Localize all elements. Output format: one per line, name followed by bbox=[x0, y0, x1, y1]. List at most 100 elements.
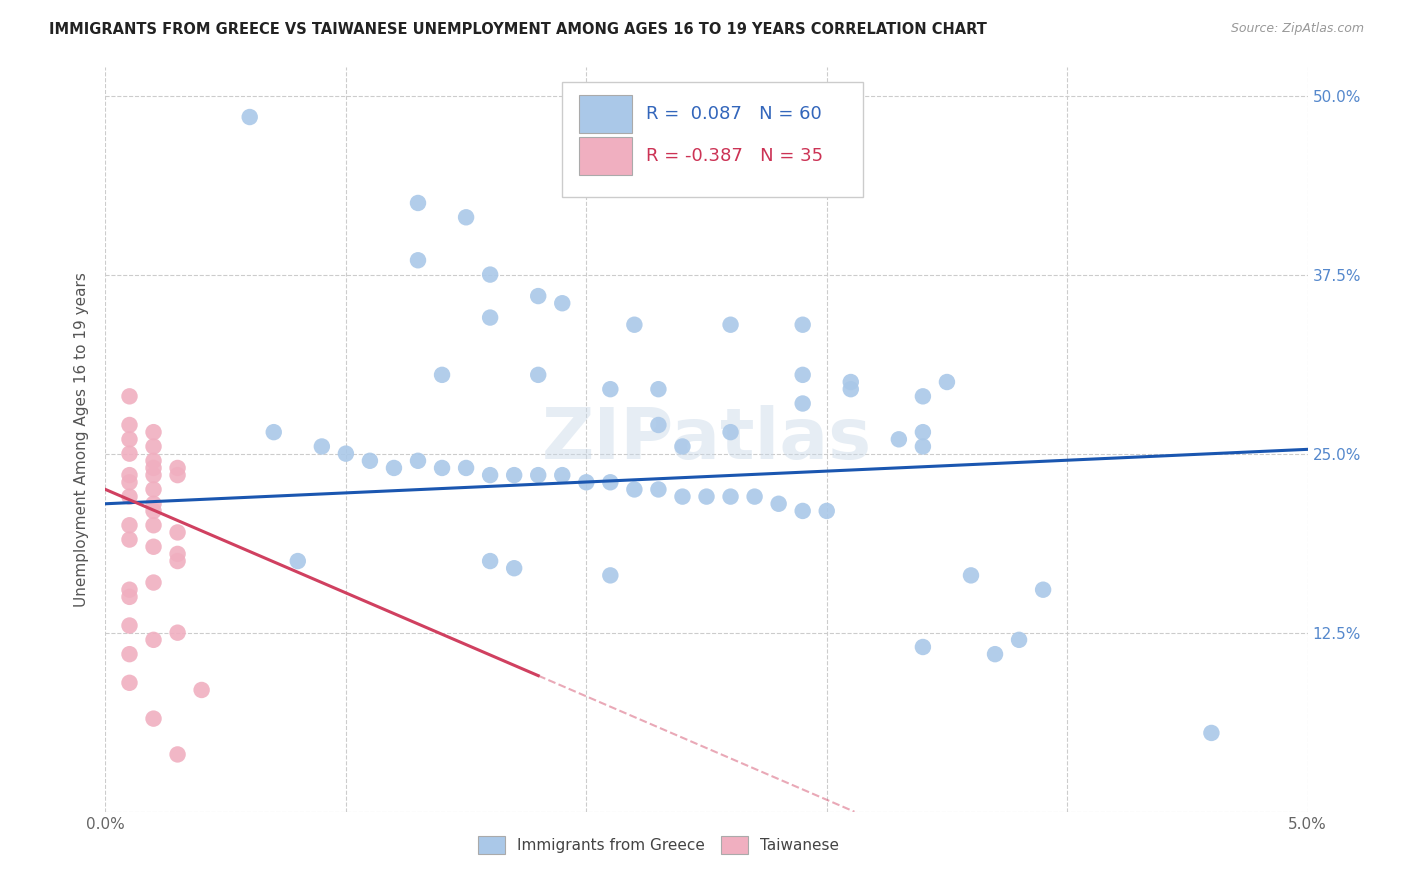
Point bbox=[142, 468, 165, 483]
Point bbox=[551, 468, 574, 483]
Point bbox=[142, 540, 165, 554]
Point bbox=[671, 440, 693, 454]
Point bbox=[647, 417, 669, 432]
Point bbox=[696, 490, 718, 504]
Point bbox=[166, 747, 188, 762]
FancyBboxPatch shape bbox=[579, 95, 631, 133]
Point bbox=[503, 561, 526, 575]
Point bbox=[792, 318, 814, 332]
Point bbox=[118, 433, 141, 447]
Point bbox=[118, 590, 141, 604]
Point bbox=[720, 318, 742, 332]
Point bbox=[311, 440, 333, 454]
Point bbox=[430, 461, 453, 475]
Point bbox=[166, 554, 188, 568]
Point bbox=[1008, 632, 1031, 647]
Point bbox=[406, 196, 429, 211]
Point bbox=[960, 568, 983, 582]
Point bbox=[118, 417, 141, 432]
Point bbox=[911, 389, 934, 403]
Point bbox=[911, 640, 934, 654]
Point bbox=[911, 425, 934, 439]
Point bbox=[623, 483, 645, 497]
Point bbox=[263, 425, 285, 439]
Point bbox=[671, 490, 693, 504]
Point bbox=[454, 461, 477, 475]
Text: ZIPatlas: ZIPatlas bbox=[541, 405, 872, 474]
Point bbox=[768, 497, 790, 511]
Point bbox=[839, 382, 862, 396]
Point bbox=[720, 425, 742, 439]
Point bbox=[118, 647, 141, 661]
Point bbox=[118, 475, 141, 490]
Point bbox=[984, 647, 1007, 661]
Point bbox=[359, 454, 381, 468]
Point bbox=[479, 554, 502, 568]
Point bbox=[287, 554, 309, 568]
Text: R = -0.387   N = 35: R = -0.387 N = 35 bbox=[647, 147, 824, 165]
Point bbox=[647, 483, 669, 497]
FancyBboxPatch shape bbox=[562, 82, 863, 197]
Point bbox=[599, 382, 621, 396]
Text: IMMIGRANTS FROM GREECE VS TAIWANESE UNEMPLOYMENT AMONG AGES 16 TO 19 YEARS CORRE: IMMIGRANTS FROM GREECE VS TAIWANESE UNEM… bbox=[49, 22, 987, 37]
Point bbox=[599, 475, 621, 490]
Point bbox=[142, 425, 165, 439]
Point bbox=[1201, 726, 1223, 740]
Point bbox=[527, 289, 550, 303]
Text: R =  0.087   N = 60: R = 0.087 N = 60 bbox=[647, 105, 823, 123]
Point bbox=[118, 675, 141, 690]
Point bbox=[142, 497, 165, 511]
Point bbox=[503, 468, 526, 483]
Point bbox=[527, 368, 550, 382]
Point bbox=[647, 382, 669, 396]
Point bbox=[911, 440, 934, 454]
Point bbox=[792, 368, 814, 382]
Point bbox=[720, 490, 742, 504]
Point bbox=[166, 461, 188, 475]
Point bbox=[479, 268, 502, 282]
Point bbox=[839, 375, 862, 389]
Point bbox=[479, 310, 502, 325]
Point bbox=[142, 454, 165, 468]
Point bbox=[1032, 582, 1054, 597]
Y-axis label: Unemployment Among Ages 16 to 19 years: Unemployment Among Ages 16 to 19 years bbox=[75, 272, 90, 607]
Point bbox=[118, 490, 141, 504]
Point bbox=[551, 296, 574, 310]
Legend: Immigrants from Greece, Taiwanese: Immigrants from Greece, Taiwanese bbox=[471, 830, 845, 860]
Point bbox=[382, 461, 405, 475]
Point bbox=[623, 318, 645, 332]
Point bbox=[479, 468, 502, 483]
Point bbox=[118, 582, 141, 597]
Point bbox=[142, 504, 165, 518]
Point bbox=[166, 525, 188, 540]
Point bbox=[142, 575, 165, 590]
Point bbox=[118, 518, 141, 533]
Point bbox=[166, 468, 188, 483]
Point bbox=[792, 504, 814, 518]
Point bbox=[142, 632, 165, 647]
Point bbox=[815, 504, 838, 518]
Point bbox=[118, 533, 141, 547]
Point bbox=[430, 368, 453, 382]
Point bbox=[118, 468, 141, 483]
Point bbox=[599, 568, 621, 582]
Point bbox=[335, 447, 357, 461]
Point bbox=[792, 396, 814, 410]
Point bbox=[142, 440, 165, 454]
Point bbox=[744, 490, 766, 504]
Point bbox=[575, 475, 598, 490]
Point bbox=[142, 461, 165, 475]
Point bbox=[406, 454, 429, 468]
Point bbox=[166, 625, 188, 640]
Point bbox=[118, 389, 141, 403]
Point bbox=[190, 683, 212, 698]
Point bbox=[936, 375, 959, 389]
Point bbox=[142, 483, 165, 497]
Point bbox=[118, 447, 141, 461]
Point bbox=[142, 712, 165, 726]
Text: Source: ZipAtlas.com: Source: ZipAtlas.com bbox=[1230, 22, 1364, 36]
Point bbox=[142, 518, 165, 533]
Point bbox=[239, 110, 262, 124]
Point bbox=[166, 547, 188, 561]
Point bbox=[406, 253, 429, 268]
